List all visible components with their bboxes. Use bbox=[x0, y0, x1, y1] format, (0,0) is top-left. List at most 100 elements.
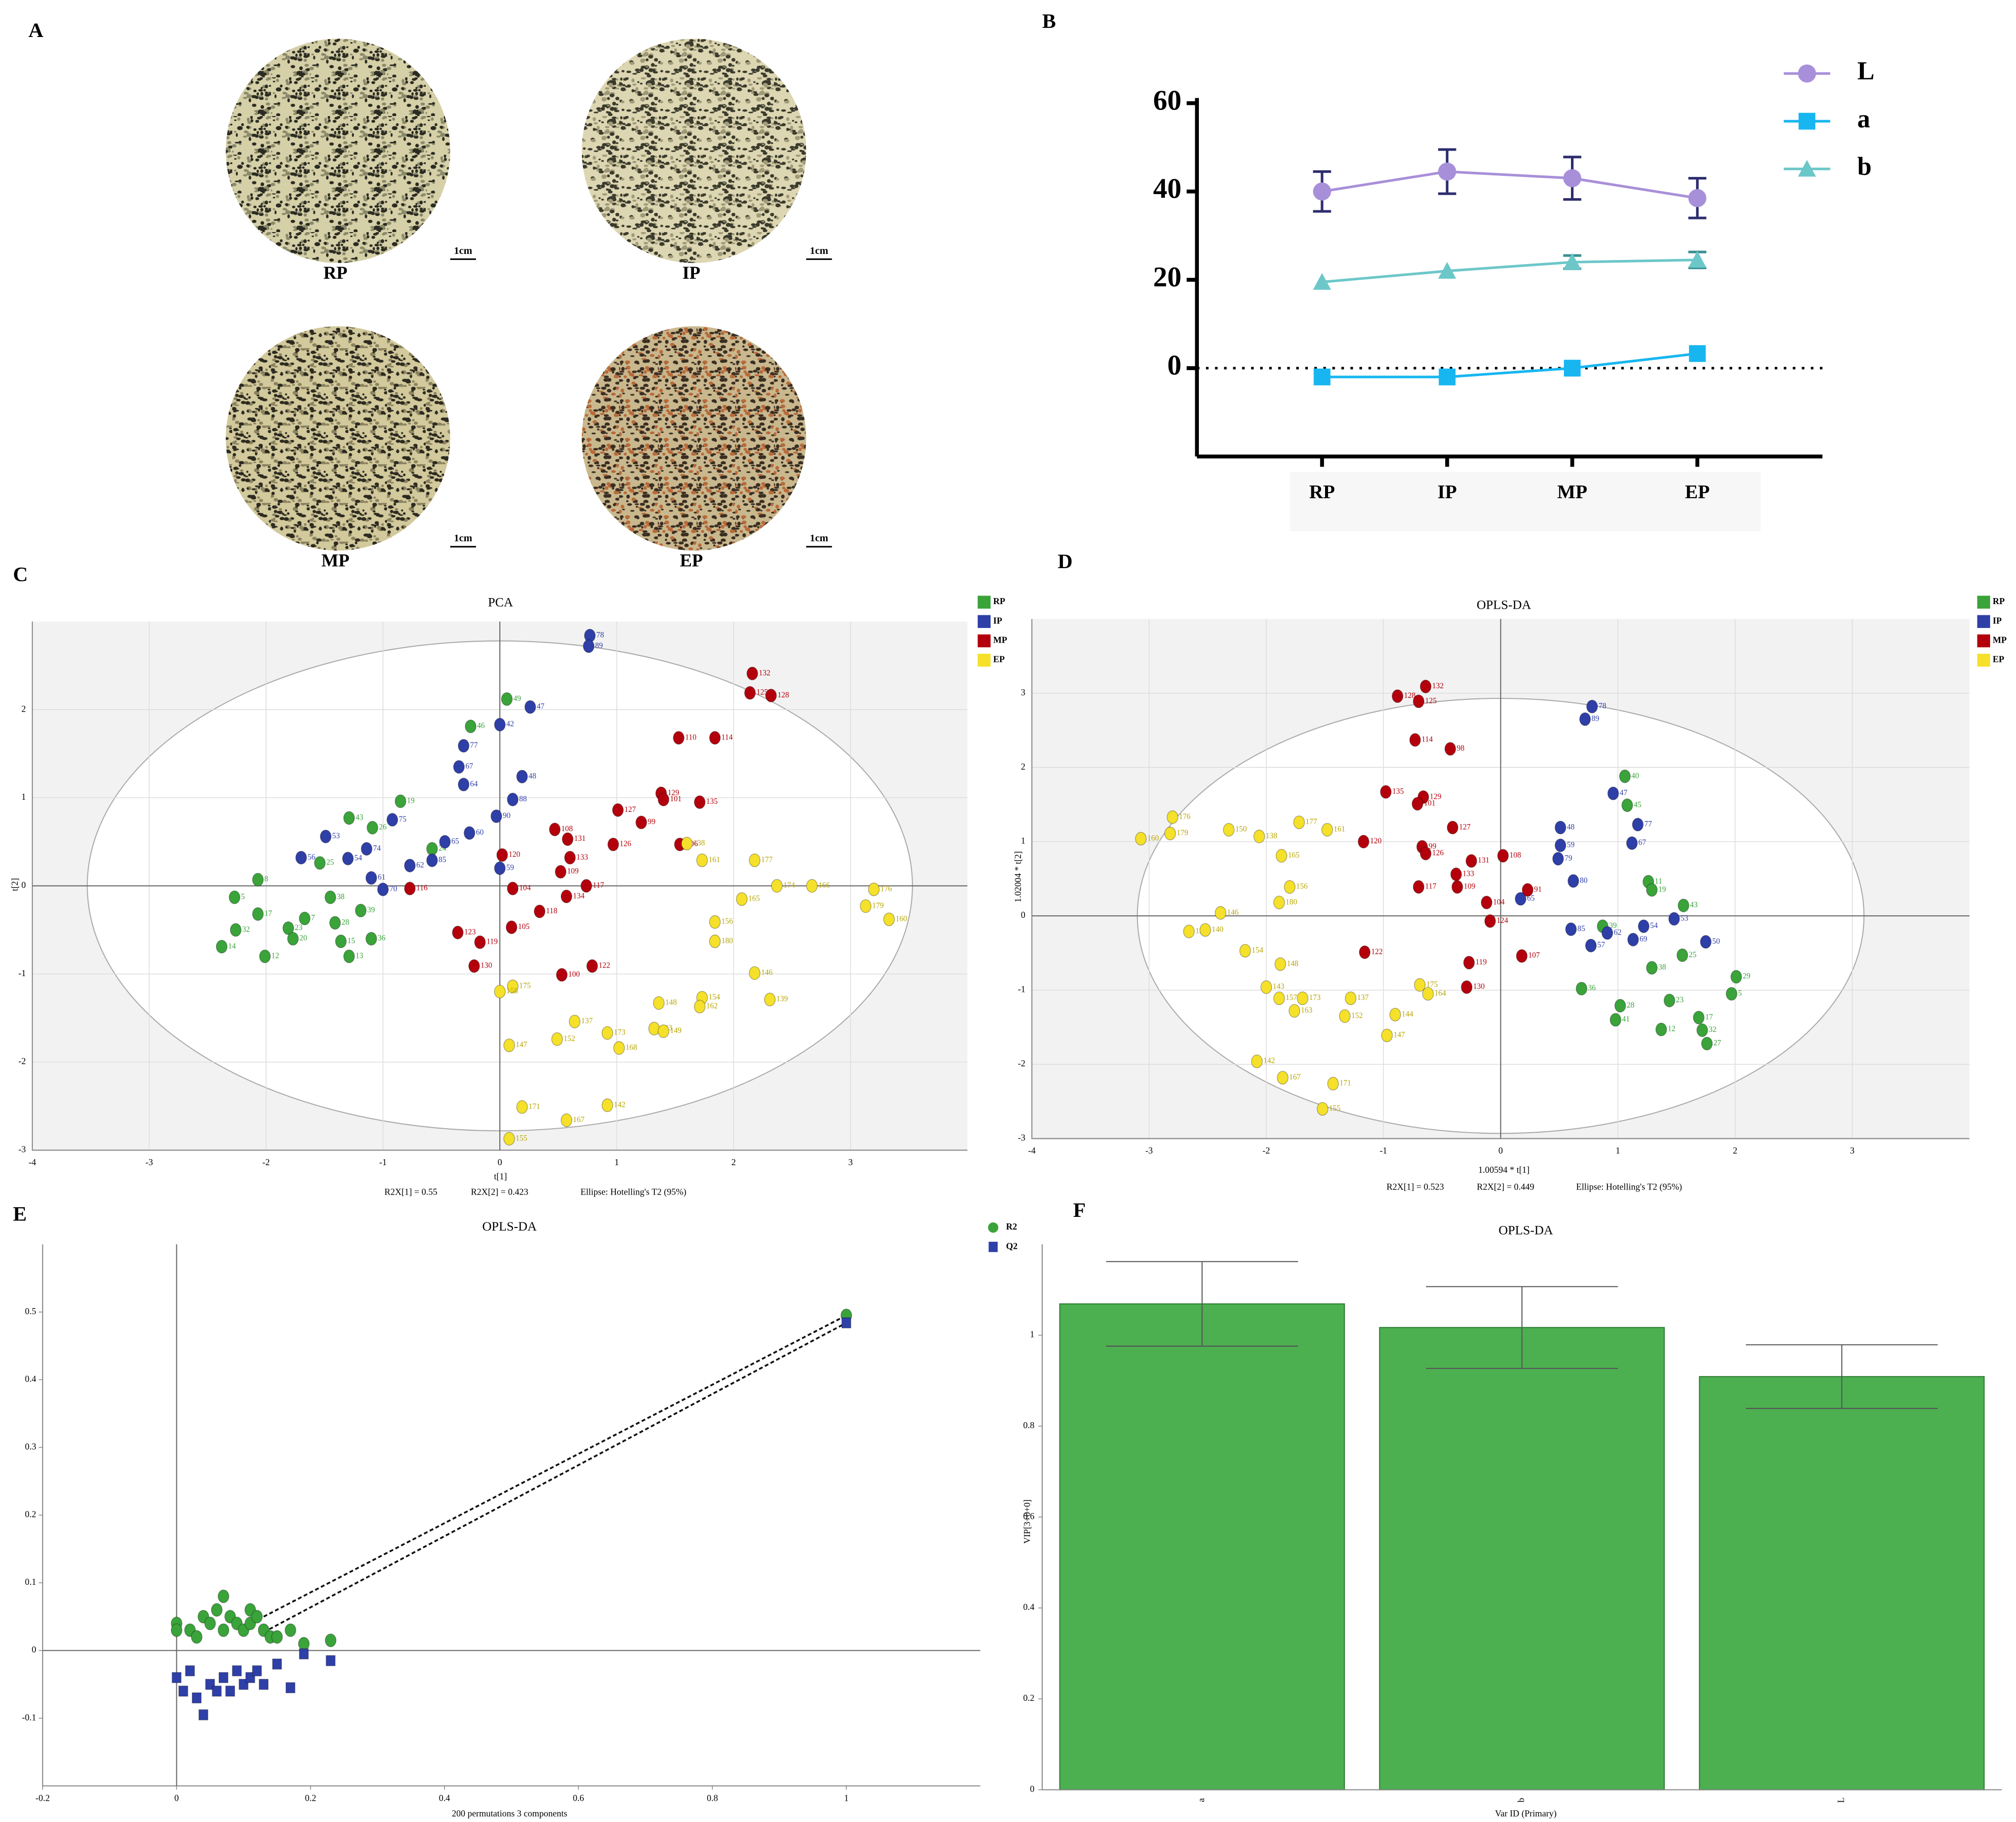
data-point bbox=[285, 1682, 296, 1693]
data-point bbox=[1646, 883, 1658, 897]
data-point bbox=[1565, 922, 1577, 936]
data-point bbox=[1253, 830, 1265, 843]
data-point bbox=[360, 842, 373, 856]
point-label: 91 bbox=[1534, 885, 1542, 894]
data-point bbox=[709, 915, 721, 929]
y-tick-label: -3 bbox=[1018, 1133, 1025, 1143]
data-point bbox=[764, 992, 776, 1007]
seed-photo bbox=[226, 326, 451, 551]
point-label: 17 bbox=[1705, 1013, 1713, 1021]
category-band bbox=[1290, 472, 1761, 532]
data-point bbox=[709, 935, 721, 948]
data-point bbox=[1609, 1013, 1622, 1027]
data-point bbox=[217, 1623, 230, 1637]
data-point bbox=[1586, 699, 1598, 714]
point-label: 60 bbox=[476, 828, 484, 837]
legend-marker bbox=[1977, 653, 1990, 667]
point-label: 108 bbox=[1510, 851, 1521, 860]
point-label: 32 bbox=[1709, 1025, 1716, 1034]
point-label: 26 bbox=[379, 823, 387, 832]
data-point bbox=[1409, 733, 1421, 747]
bar bbox=[1059, 1303, 1345, 1791]
point-label: 128 bbox=[778, 691, 789, 699]
y-tick-label: 2 bbox=[1021, 761, 1025, 771]
chart-title: OPLS-DA bbox=[1477, 598, 1531, 612]
point-label: 174 bbox=[783, 881, 795, 889]
data-point bbox=[1313, 182, 1331, 201]
footnote: R2X[1] = 0.523 bbox=[1386, 1181, 1444, 1192]
point-label: 12 bbox=[271, 951, 279, 960]
y-tick-label: 0.8 bbox=[1023, 1420, 1034, 1430]
data-point bbox=[1516, 949, 1528, 963]
data-point bbox=[1614, 999, 1626, 1013]
point-label: 15 bbox=[347, 937, 355, 945]
data-point bbox=[1463, 956, 1475, 970]
point-label: 158 bbox=[506, 987, 518, 995]
point-label: 173 bbox=[1309, 993, 1321, 1002]
data-point bbox=[681, 837, 693, 850]
legend-marker bbox=[988, 1242, 998, 1252]
data-point bbox=[1621, 798, 1633, 812]
data-point bbox=[1655, 1022, 1667, 1036]
x-tick-label: 0.8 bbox=[707, 1793, 718, 1803]
data-point bbox=[505, 920, 518, 934]
data-point bbox=[1554, 838, 1566, 852]
point-label: 122 bbox=[599, 961, 610, 970]
x-tick-label: b bbox=[1516, 1798, 1526, 1802]
data-point bbox=[1321, 823, 1333, 837]
point-label: 25 bbox=[326, 858, 335, 867]
data-point bbox=[458, 739, 469, 753]
data-point bbox=[394, 794, 407, 808]
x-tick-label: a bbox=[1196, 1798, 1206, 1802]
data-point bbox=[1239, 944, 1251, 958]
data-point bbox=[1422, 987, 1434, 1001]
data-point bbox=[453, 760, 465, 774]
data-point bbox=[287, 932, 299, 946]
x-tick-label: -3 bbox=[145, 1157, 153, 1167]
point-label: 167 bbox=[1289, 1073, 1301, 1082]
y-tick-label: 0.4 bbox=[1023, 1602, 1034, 1612]
data-point bbox=[765, 689, 777, 702]
data-point bbox=[562, 832, 574, 846]
x-tick-label: -1 bbox=[1380, 1145, 1387, 1156]
x-tick-label: 0 bbox=[174, 1793, 179, 1803]
point-label: 99 bbox=[1428, 842, 1436, 850]
legend-marker bbox=[1977, 596, 1990, 609]
data-point bbox=[1688, 251, 1707, 268]
photo-label: EP bbox=[680, 550, 703, 570]
footnote: Ellipse: Hotelling's T2 (95%) bbox=[580, 1186, 686, 1197]
data-point bbox=[1414, 978, 1426, 992]
data-point bbox=[1339, 1009, 1351, 1023]
point-label: 57 bbox=[1597, 941, 1605, 949]
x-tick-label: -3 bbox=[1145, 1145, 1153, 1156]
data-point bbox=[516, 1100, 528, 1114]
x-tick-label: 0.2 bbox=[305, 1793, 316, 1803]
data-point bbox=[1316, 1102, 1329, 1116]
series-line bbox=[1322, 170, 1698, 200]
data-point bbox=[1626, 836, 1638, 850]
point-label: 79 bbox=[1564, 854, 1572, 863]
y-tick-label: 1 bbox=[1030, 1329, 1035, 1340]
data-point bbox=[694, 795, 706, 809]
legend-marker bbox=[1798, 64, 1816, 83]
data-point bbox=[1251, 1054, 1263, 1068]
data-point bbox=[1700, 935, 1712, 949]
data-point bbox=[1567, 874, 1580, 888]
data-point bbox=[1183, 924, 1195, 939]
data-point bbox=[404, 859, 416, 873]
data-point bbox=[171, 1672, 181, 1683]
error-bar bbox=[1426, 1286, 1618, 1369]
data-point bbox=[271, 1630, 283, 1644]
point-label: 11 bbox=[1655, 877, 1662, 885]
data-point bbox=[1515, 892, 1527, 906]
point-label: 171 bbox=[1339, 1079, 1351, 1088]
point-label: 88 bbox=[519, 795, 527, 803]
data-point bbox=[1438, 162, 1456, 181]
data-point bbox=[272, 1658, 282, 1670]
data-point bbox=[325, 1655, 336, 1666]
data-point bbox=[612, 803, 624, 817]
point-label: 155 bbox=[516, 1134, 527, 1142]
data-point bbox=[1135, 832, 1147, 846]
point-label: 109 bbox=[1464, 882, 1476, 891]
